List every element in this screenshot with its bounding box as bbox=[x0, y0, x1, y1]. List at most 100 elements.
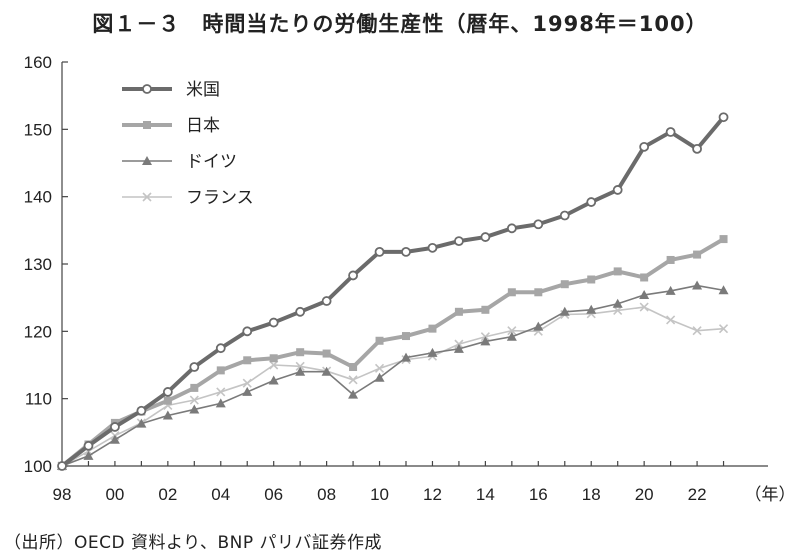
data-point bbox=[480, 232, 491, 242]
data-point bbox=[269, 354, 278, 363]
series-line bbox=[60, 115, 726, 468]
x-tick-label: 00 bbox=[105, 485, 124, 504]
series-circle bbox=[57, 112, 729, 471]
legend-marker bbox=[143, 121, 151, 129]
legend-label: フランス bbox=[186, 188, 254, 208]
x-tick-label: 22 bbox=[688, 485, 707, 504]
chart-axes: 100 110 120 130 140 150 160 98 00 02 04 06 08 10 12 14 1… bbox=[24, 53, 796, 504]
x-tick-label: 98 bbox=[53, 485, 72, 504]
data-point bbox=[665, 285, 676, 295]
data-point bbox=[162, 387, 173, 397]
data-point bbox=[296, 348, 305, 357]
data-point bbox=[216, 366, 225, 375]
data-point bbox=[162, 410, 173, 420]
series-line bbox=[60, 237, 725, 468]
data-point bbox=[295, 306, 306, 317]
x-tick-label: 20 bbox=[635, 485, 654, 504]
data-point bbox=[534, 288, 543, 297]
data-point bbox=[109, 434, 120, 444]
data-point bbox=[428, 324, 437, 333]
data-point bbox=[586, 197, 597, 207]
chart-title: 図１－３ 時間当たりの労働生産性（暦年、1998年＝100） bbox=[92, 12, 708, 36]
x-tick-label: 08 bbox=[317, 485, 336, 504]
legend-label: 日本 bbox=[186, 116, 220, 136]
data-point bbox=[613, 305, 623, 316]
data-point bbox=[666, 255, 675, 264]
chart-source-note: （出所）OECD 資料より、BNP パリバ証券作成 bbox=[4, 533, 383, 553]
data-point bbox=[427, 347, 438, 357]
data-point bbox=[269, 360, 279, 370]
x-unit-label: （年） bbox=[745, 485, 796, 504]
data-point bbox=[612, 185, 623, 195]
x-tick-label: 04 bbox=[211, 485, 230, 504]
y-tick-label: 100 bbox=[24, 457, 52, 476]
data-point bbox=[639, 289, 650, 299]
x-tick-label: 18 bbox=[582, 485, 601, 504]
data-point bbox=[348, 375, 358, 385]
y-tick-label: 120 bbox=[24, 322, 52, 341]
data-point bbox=[189, 362, 200, 372]
x-tick-label: 02 bbox=[158, 485, 177, 504]
data-point bbox=[718, 285, 729, 295]
data-point bbox=[560, 280, 569, 289]
data-point bbox=[533, 219, 544, 230]
data-point bbox=[719, 235, 728, 244]
data-point bbox=[453, 343, 464, 353]
series-line bbox=[61, 284, 724, 467]
legend-marker bbox=[142, 192, 152, 202]
y-tick-label: 160 bbox=[24, 53, 52, 72]
data-point bbox=[268, 317, 279, 328]
data-point bbox=[692, 143, 702, 154]
data-point bbox=[506, 223, 517, 234]
data-point bbox=[110, 422, 120, 432]
y-tick-label: 110 bbox=[25, 390, 52, 409]
legend-marker bbox=[142, 84, 152, 94]
y-tick-label: 140 bbox=[24, 188, 52, 207]
data-point bbox=[693, 250, 702, 259]
data-point bbox=[374, 363, 385, 373]
series-line bbox=[61, 306, 724, 467]
data-point bbox=[427, 242, 438, 253]
data-point bbox=[401, 246, 411, 257]
data-point bbox=[322, 349, 331, 358]
data-point bbox=[639, 302, 649, 312]
data-point bbox=[692, 280, 703, 290]
data-point bbox=[163, 396, 172, 405]
data-point bbox=[189, 395, 199, 405]
data-point bbox=[136, 418, 147, 428]
data-point bbox=[348, 389, 359, 399]
data-point bbox=[321, 366, 332, 376]
data-point bbox=[640, 273, 649, 282]
data-point bbox=[374, 372, 385, 382]
data-point bbox=[718, 324, 729, 334]
data-point bbox=[401, 352, 411, 362]
data-point bbox=[348, 270, 358, 281]
data-point bbox=[136, 405, 147, 416]
data-point bbox=[215, 398, 226, 408]
data-point bbox=[454, 307, 463, 316]
data-point bbox=[242, 386, 253, 396]
data-point bbox=[243, 356, 252, 365]
data-point bbox=[83, 450, 94, 460]
data-point bbox=[666, 315, 676, 325]
data-point bbox=[375, 336, 384, 345]
data-point bbox=[242, 378, 252, 388]
data-point bbox=[612, 298, 623, 308]
legend-entry: 米国 bbox=[122, 80, 220, 100]
data-point bbox=[295, 361, 305, 371]
data-point bbox=[692, 326, 702, 336]
legend-label: ドイツ bbox=[186, 152, 237, 172]
data-point bbox=[665, 127, 676, 137]
data-point bbox=[295, 366, 306, 376]
x-tick-label: 12 bbox=[423, 485, 442, 504]
legend-marker bbox=[142, 156, 152, 165]
data-point bbox=[480, 336, 491, 346]
data-point bbox=[216, 387, 226, 397]
data-point bbox=[613, 267, 622, 276]
y-tick-label: 130 bbox=[24, 255, 52, 274]
data-point bbox=[242, 326, 253, 337]
x-tick-label: 10 bbox=[370, 485, 389, 504]
data-point bbox=[402, 332, 410, 341]
